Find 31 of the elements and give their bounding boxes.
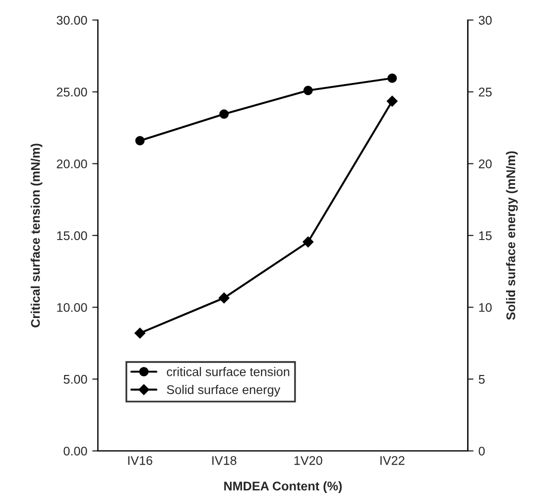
point <box>219 109 229 119</box>
y2-tick-label: 5 <box>478 375 485 384</box>
point <box>135 136 145 146</box>
y-tick-label: 25.00 <box>56 88 88 96</box>
y-tick-label: 15.00 <box>57 231 88 240</box>
y2-tick-label: 30 <box>478 16 492 25</box>
legend-label: critical surface tension <box>166 367 290 376</box>
y-tick-label: 10.00 <box>57 303 88 312</box>
x-tick-label: IV18 <box>212 456 236 465</box>
x-tick-label: 1V20 <box>294 456 322 465</box>
y2-tick-label: 20 <box>478 159 492 168</box>
y2-tick-label: 10 <box>479 303 492 312</box>
y-tick-label: 20.00 <box>56 159 88 168</box>
point <box>386 96 398 107</box>
y2-tick-label: 25 <box>478 88 492 96</box>
y2-tick-label: 15 <box>479 231 492 240</box>
y-tick-label: 30.00 <box>56 16 88 25</box>
point <box>302 236 314 248</box>
point <box>303 86 313 96</box>
point <box>387 74 397 83</box>
y2-axis-title: Solid surface energy (mN/m) <box>506 151 518 320</box>
y2-tick-label: 0 <box>478 446 485 456</box>
x-tick-label: IV22 <box>380 456 404 465</box>
y-axis-title: Critical surface tension (mN/m) <box>30 144 42 328</box>
x-tick-label: IV16 <box>128 456 152 465</box>
point <box>218 292 230 304</box>
y-tick-label: 5.00 <box>64 374 88 384</box>
legend-label: Solid surface energy <box>166 384 280 397</box>
point <box>134 328 146 339</box>
x-axis-title: NMDEA Content (%) <box>224 481 342 493</box>
y-tick-label: 0.00 <box>64 446 88 456</box>
